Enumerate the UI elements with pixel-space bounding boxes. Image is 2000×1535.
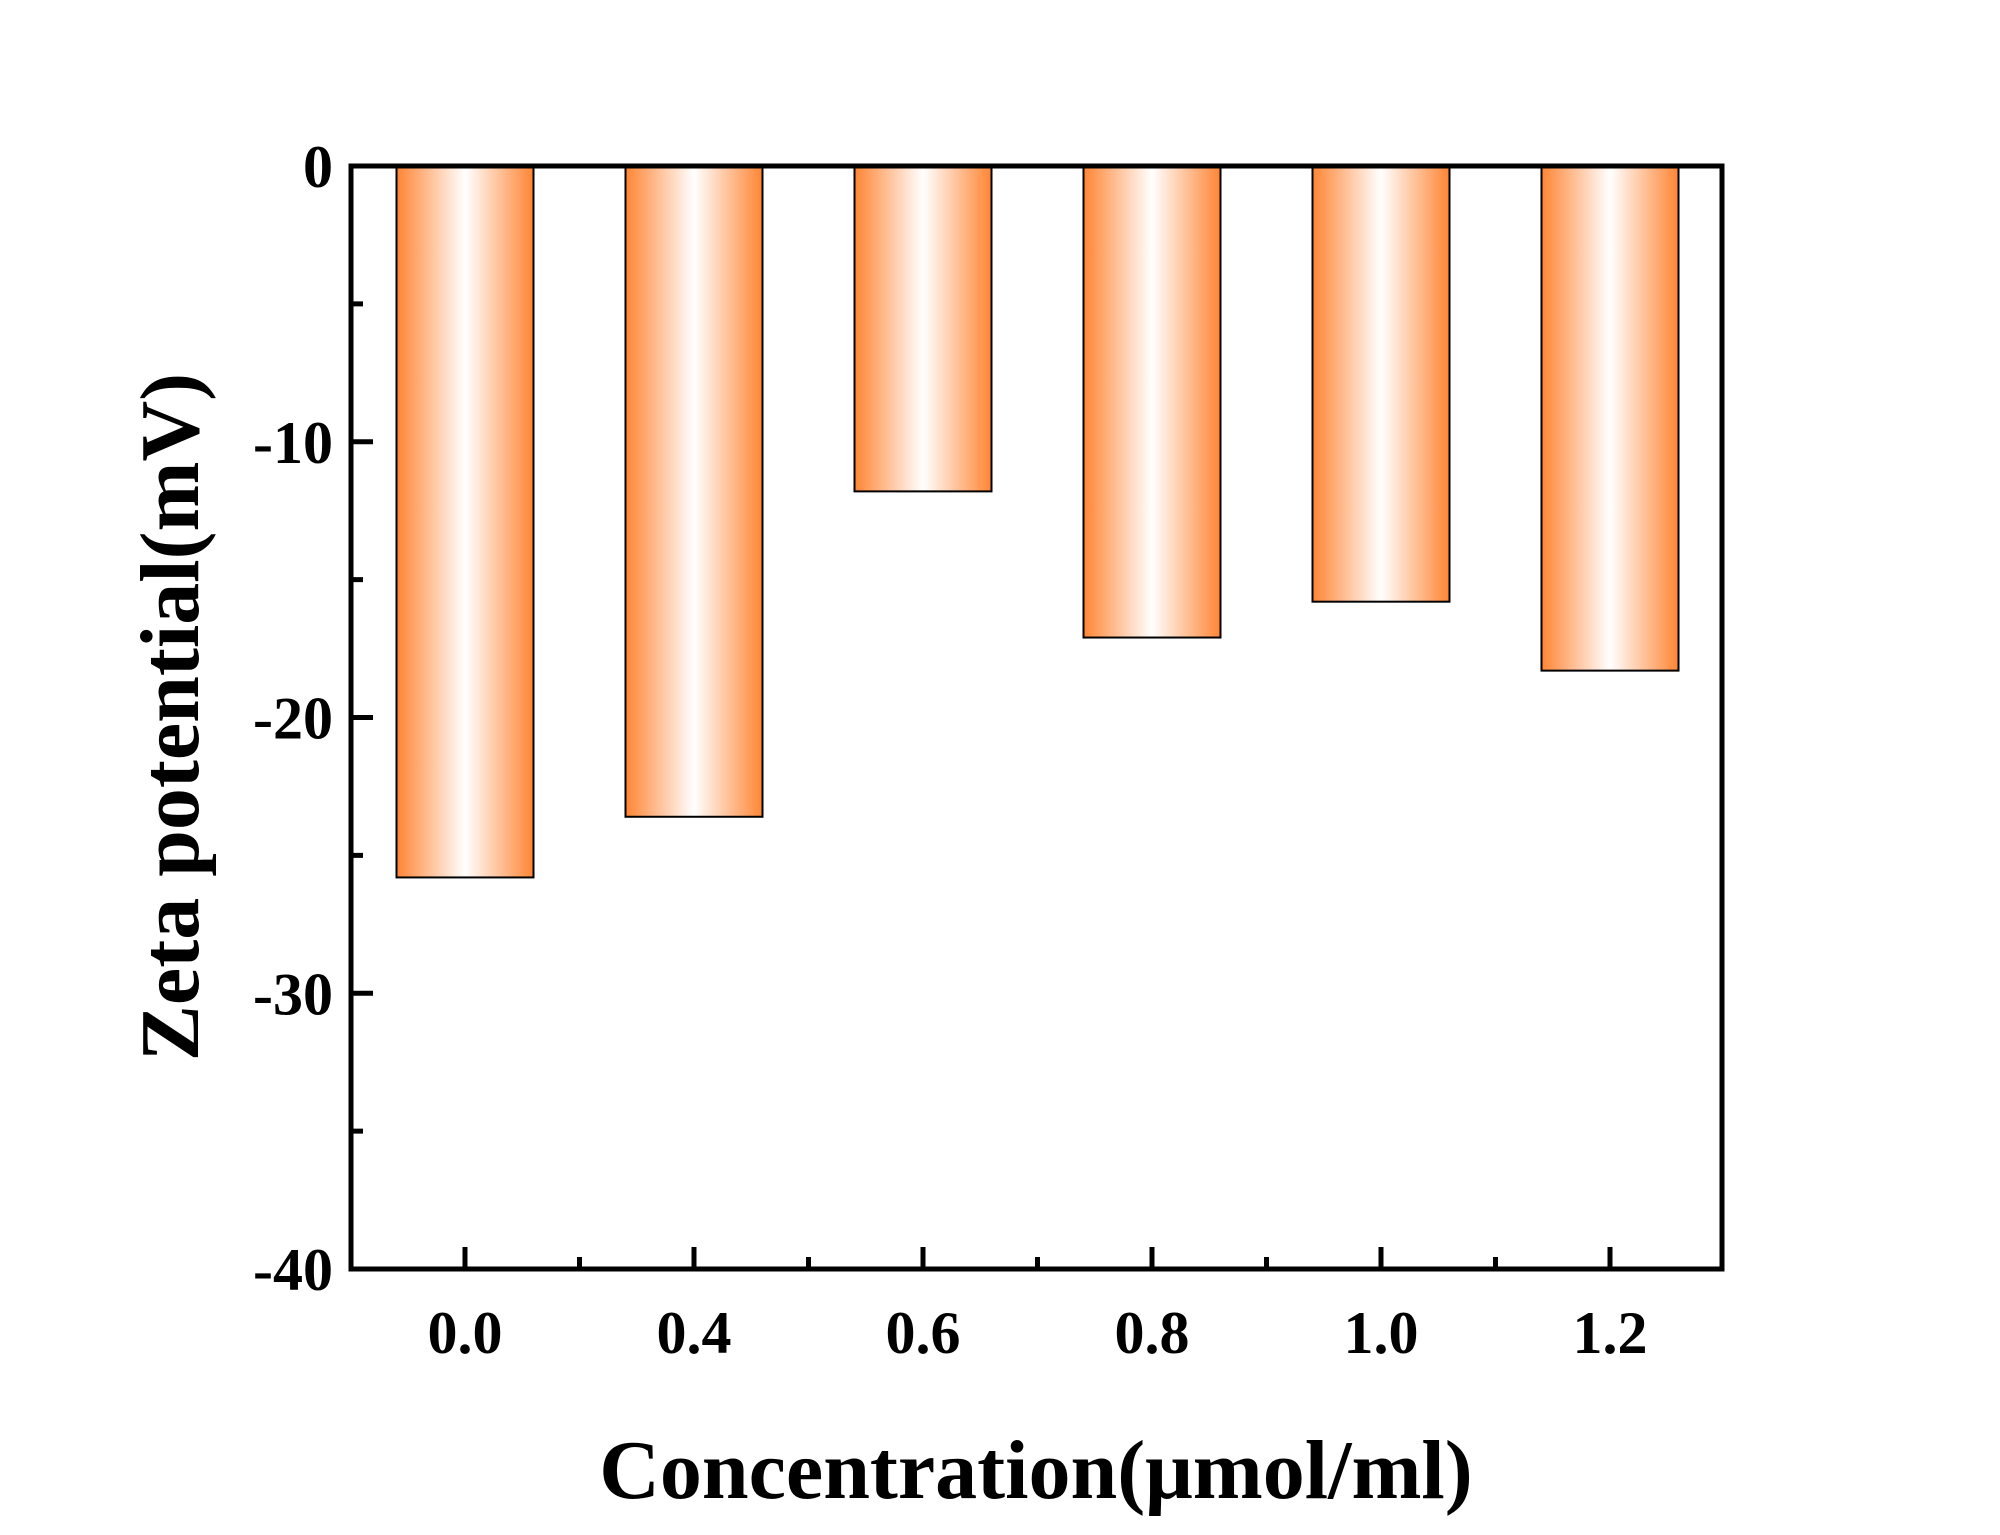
x-axis-title: Concentration(μmol/ml) <box>599 1424 1472 1517</box>
y-axis-title: Zeta potential(mV) <box>124 373 217 1061</box>
bar-0.4 <box>624 165 764 818</box>
bars-layer <box>395 165 1680 879</box>
plot-frame <box>348 163 1725 1272</box>
bar-0.6 <box>853 165 993 493</box>
bar-1.0 <box>1311 165 1451 603</box>
bar-0.0 <box>395 165 535 879</box>
y-tick-label: -20 <box>253 686 333 752</box>
bar-1.2 <box>1540 165 1680 672</box>
x-tick-label: 0.4 <box>657 1300 732 1366</box>
y-tick-label: -40 <box>253 1237 333 1303</box>
x-ticks: 0.0 0.4 0.6 0.8 1.0 1.2 <box>428 1247 1648 1366</box>
bar-0.8 <box>1082 165 1222 639</box>
y-tick-label: -30 <box>253 961 333 1027</box>
x-tick-label: 1.2 <box>1573 1300 1648 1366</box>
x-tick-label: 0.0 <box>428 1300 503 1366</box>
y-tick-label: 0 <box>303 134 333 200</box>
y-ticks: 0 -10 -20 -30 -40 <box>253 134 373 1303</box>
x-tick-label: 1.0 <box>1344 1300 1419 1366</box>
y-tick-label: -10 <box>253 410 333 476</box>
x-tick-label: 0.8 <box>1115 1300 1190 1366</box>
x-tick-label: 0.6 <box>886 1300 961 1366</box>
